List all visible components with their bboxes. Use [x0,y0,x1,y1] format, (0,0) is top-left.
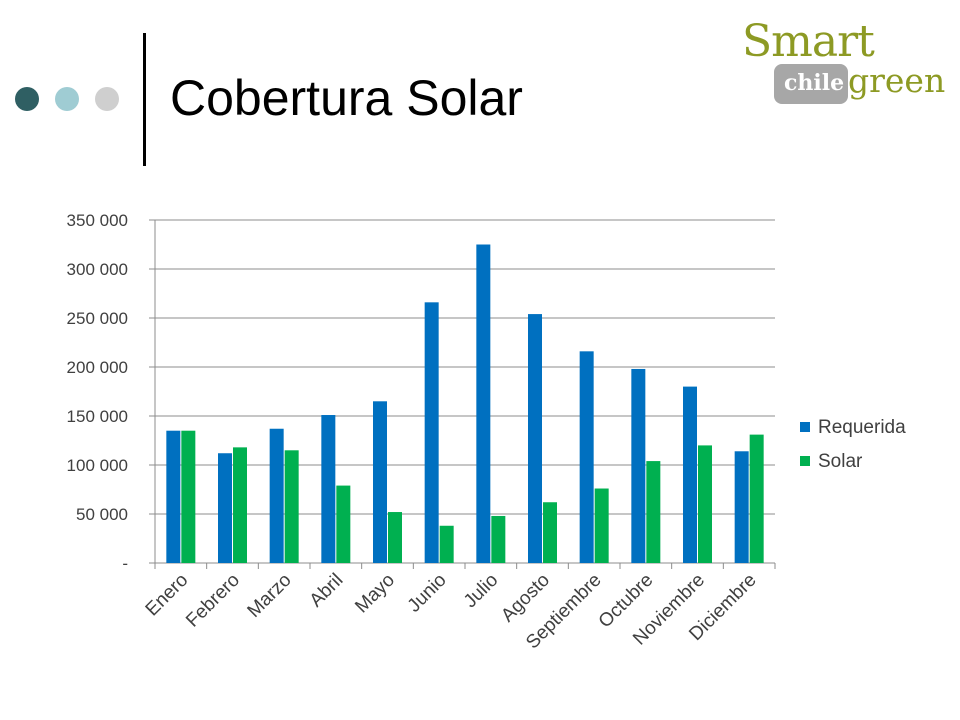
legend-label-requerida: Requerida [818,417,906,438]
x-category-label: Mayo [351,570,399,618]
bar-requerida-marzo [269,428,284,563]
bar-requerida-octubre [631,368,646,563]
y-tick-label: 100 000 [67,456,128,475]
bar-solar-enero [181,430,196,563]
bar-solar-junio [439,525,454,563]
decorative-dot-gray [95,87,119,111]
bar-solar-agosto [543,502,557,563]
smartgreen-logo: Smart chile green [740,20,950,110]
y-tick-label: 50 000 [76,505,128,524]
bar-requerida-enero [166,430,181,563]
slide-title: Cobertura Solar [170,70,523,126]
x-category-label: Febrero [182,570,244,632]
bar-requerida-febrero [218,453,232,563]
logo-box [774,64,848,104]
bar-requerida-septiembre [579,351,594,563]
y-tick-label: 150 000 [67,407,128,426]
bar-solar-febrero [233,447,247,563]
title-divider [143,33,146,166]
decorative-dot-light [55,87,79,111]
x-category-label: Abril [306,570,348,612]
bar-requerida-mayo [373,401,387,563]
bar-solar-mayo [388,512,402,563]
decorative-dot-dark [15,87,39,111]
x-category-label: Junio [404,570,451,617]
bar-requerida-junio [424,302,439,563]
logo-word-chile: chile [784,70,845,96]
y-tick-label: 250 000 [67,309,128,328]
legend-swatch-solar [800,456,810,466]
bar-requerida-agosto [528,314,542,563]
bar-requerida-abril [321,415,336,563]
legend-swatch-requerida [800,422,810,432]
x-category-label: Julio [460,570,502,612]
bar-requerida-julio [476,244,491,563]
legend-label-solar: Solar [818,451,863,472]
y-tick-label: 300 000 [67,260,128,279]
x-category-label: Marzo [244,570,296,622]
bar-solar-marzo [284,450,299,563]
y-tick-label: 200 000 [67,358,128,377]
bar-solar-octubre [646,461,661,563]
bar-solar-abril [336,485,351,563]
logo-word-green: green [848,61,946,100]
y-tick-label: 350 000 [67,211,128,230]
logo-word-smart: Smart [742,16,875,67]
bar-solar-julio [491,515,506,563]
y-tick-label: - [122,554,128,573]
bar-solar-noviembre [698,445,712,563]
bar-solar-septiembre [594,488,609,563]
bar-solar-diciembre [749,434,764,563]
bar-requerida-diciembre [734,451,749,563]
bar-requerida-noviembre [683,386,697,563]
